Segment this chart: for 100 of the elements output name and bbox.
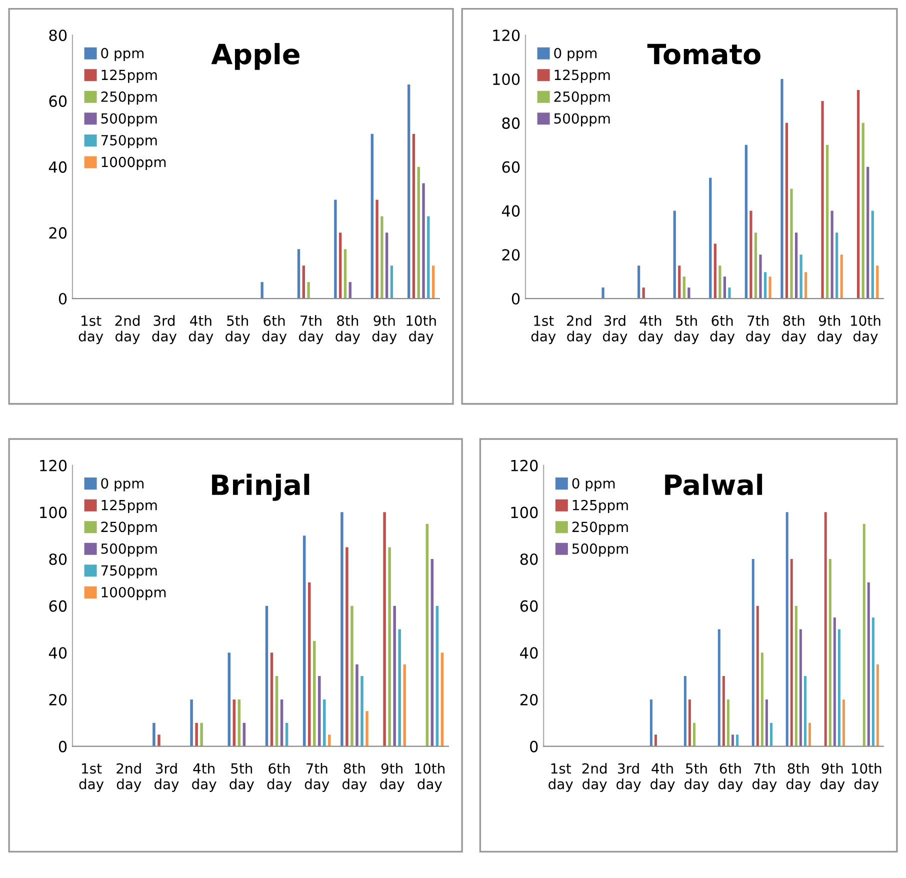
bar (190, 699, 193, 746)
bar (688, 288, 690, 299)
y-tick-label: 20 (502, 249, 520, 261)
bar (654, 734, 657, 746)
chart-title: Tomato (647, 44, 760, 65)
bar (440, 652, 444, 746)
bar (650, 699, 652, 746)
bar (780, 79, 784, 299)
bar (826, 144, 829, 299)
bar (764, 272, 767, 299)
bar (318, 676, 321, 746)
bar (412, 134, 416, 299)
y-tick-label: 100 (40, 506, 67, 518)
x-tick-label: 8th day (786, 762, 811, 792)
y-tick-label: 80 (502, 117, 520, 129)
legend-label: 0 ppm (572, 478, 615, 492)
chart-title: Palwal (665, 474, 762, 496)
legend-label: 500ppm (101, 113, 157, 126)
bar (840, 254, 843, 299)
bar (385, 232, 388, 299)
bar (731, 734, 734, 746)
legend-label: 500ppm (101, 543, 157, 557)
bar (312, 640, 316, 746)
bar (338, 232, 342, 299)
bar (804, 272, 808, 299)
bar (770, 722, 772, 746)
bar (376, 200, 378, 299)
x-tick-label: 4th day (192, 762, 216, 792)
x-tick-label: 1st day (79, 763, 104, 792)
y-tick-label: 80 (49, 553, 67, 566)
bar (838, 629, 840, 746)
bar (200, 722, 203, 746)
legend-label: 125ppm (572, 500, 628, 514)
bar (388, 547, 391, 746)
x-tick-label: 2nd day (582, 762, 607, 792)
bar (833, 618, 836, 746)
bar (436, 606, 439, 746)
x-tick-label: 3rd day (616, 762, 641, 792)
bar (430, 558, 434, 746)
chart-title: Brinjal (212, 474, 310, 501)
bar (360, 676, 364, 746)
y-tick-label: 80 (520, 553, 538, 566)
bar (821, 100, 824, 299)
bar (714, 244, 716, 299)
bar (265, 606, 268, 746)
bar (228, 652, 231, 746)
bar (340, 512, 344, 746)
legend-label: 500ppm (554, 113, 610, 126)
x-tick-label: 5th day (674, 315, 699, 344)
bar (828, 558, 832, 746)
y-tick-label: 20 (49, 227, 67, 239)
bar (872, 618, 874, 746)
x-tick-label: 10th day (415, 762, 444, 792)
x-tick-label: 3rd day (152, 315, 177, 344)
x-tick-label: 2nd day (566, 315, 592, 344)
bar (692, 722, 696, 746)
x-tick-label: 4th day (650, 762, 675, 792)
bar (678, 266, 681, 299)
bar (723, 276, 726, 299)
bar (709, 178, 712, 299)
bar (426, 524, 429, 746)
bar (871, 210, 874, 299)
y-tick-label: 0 (530, 740, 538, 752)
bar (432, 266, 435, 299)
legend-label: 1000ppm (102, 586, 166, 600)
bar (158, 734, 160, 746)
x-tick-label: 1st day (548, 763, 573, 792)
x-tick-label: 5th day (684, 762, 709, 792)
bar (348, 282, 352, 299)
bar (427, 216, 430, 299)
legend-label: 250ppm (554, 91, 610, 105)
legend-label: 125ppm (554, 70, 610, 83)
bar (356, 664, 358, 746)
bar (856, 90, 860, 299)
x-tick-label: 1st day (78, 316, 104, 344)
legend-label: 0 ppm (554, 48, 596, 62)
x-tick-label: 2nd day (115, 315, 140, 344)
x-tick-label: 10th day (852, 762, 882, 792)
x-tick-label: 4th day (188, 315, 214, 344)
x-tick-label: 9th day (820, 762, 845, 792)
bar (786, 512, 788, 746)
bar (275, 676, 278, 746)
bar (876, 664, 879, 746)
y-tick-label: 40 (502, 205, 520, 217)
legend-label: 750ppm (101, 565, 157, 578)
bar (728, 288, 731, 299)
x-tick-label: 6th day (710, 315, 735, 344)
legend-label: 0 ppm (101, 478, 144, 492)
bar (790, 188, 793, 299)
y-tick-label: 40 (48, 647, 67, 659)
bar (718, 266, 722, 299)
bar (804, 676, 806, 746)
y-tick-label: 0 (58, 292, 67, 305)
bar (398, 629, 401, 746)
x-tick-label: 3rd day (602, 315, 628, 344)
bar (794, 606, 798, 746)
bar (195, 722, 198, 746)
bar (722, 676, 725, 746)
bar (297, 249, 300, 299)
x-tick-label: 10th day (851, 315, 880, 344)
